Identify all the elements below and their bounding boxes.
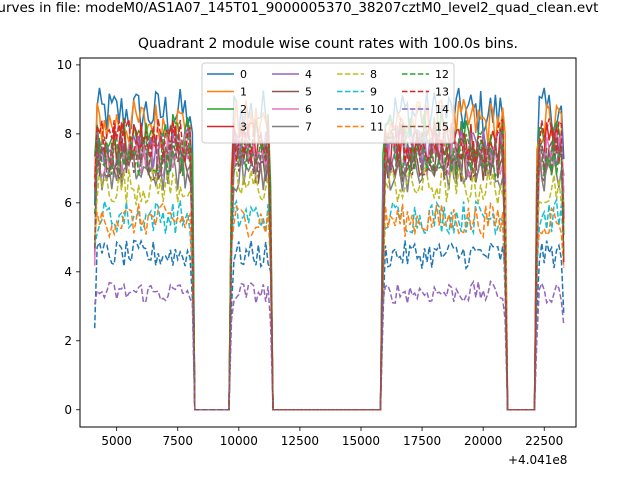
y-tick-label: 2	[64, 334, 72, 348]
legend-label-4: 4	[305, 68, 312, 81]
legend-label-0: 0	[240, 68, 247, 81]
legend-label-7: 7	[305, 121, 312, 134]
x-tick-label: 20000	[464, 434, 502, 448]
legend-label-13: 13	[435, 86, 449, 99]
series-line-8	[93, 166, 565, 411]
legend-label-11: 11	[370, 121, 384, 134]
axes-frame	[79, 57, 577, 428]
y-tick-label: 0	[64, 403, 72, 417]
series-line-15	[93, 134, 565, 411]
legend-label-15: 15	[435, 121, 449, 134]
legend-label-2: 2	[240, 103, 247, 116]
y-tick-label: 10	[57, 58, 72, 72]
legend-label-14: 14	[435, 103, 449, 116]
legend-label-1: 1	[240, 86, 247, 99]
x-tick-label: 12500	[281, 434, 319, 448]
y-tick-label: 6	[64, 196, 72, 210]
legend-label-10: 10	[370, 103, 384, 116]
y-tick-label: 4	[64, 265, 72, 279]
tick-layer: 5000 7500 10000 12500 15000 17500 20000 22500 0 2…	[57, 58, 564, 448]
x-tick-label: 17500	[403, 434, 441, 448]
y-tick-label: 8	[64, 127, 72, 141]
x-tick-label: 22500	[525, 434, 563, 448]
legend-label-12: 12	[435, 68, 449, 81]
x-offset-label: +4.041e8	[508, 453, 568, 467]
series-line-10	[93, 238, 565, 411]
series-layer	[93, 87, 565, 411]
x-tick-label: 5000	[101, 434, 132, 448]
series-line-14	[93, 279, 565, 411]
series-line-11	[93, 201, 565, 411]
chart-title: Quadrant 2 module wise count rates with …	[138, 36, 518, 52]
x-tick-label: 10000	[220, 434, 258, 448]
legend-label-8: 8	[370, 68, 377, 81]
series-line-5	[93, 139, 565, 411]
figure-suptitle: Light curves in file: modeM0/AS1A07_145T…	[0, 0, 599, 16]
legend-box	[201, 62, 455, 144]
legend-label-9: 9	[370, 86, 377, 99]
x-tick-label: 7500	[162, 434, 193, 448]
series-line-1	[93, 98, 565, 411]
legend-label-6: 6	[305, 103, 312, 116]
series-line-9	[93, 197, 565, 411]
legend-label-3: 3	[240, 121, 247, 134]
legend-label-5: 5	[305, 86, 312, 99]
x-tick-label: 15000	[342, 434, 380, 448]
